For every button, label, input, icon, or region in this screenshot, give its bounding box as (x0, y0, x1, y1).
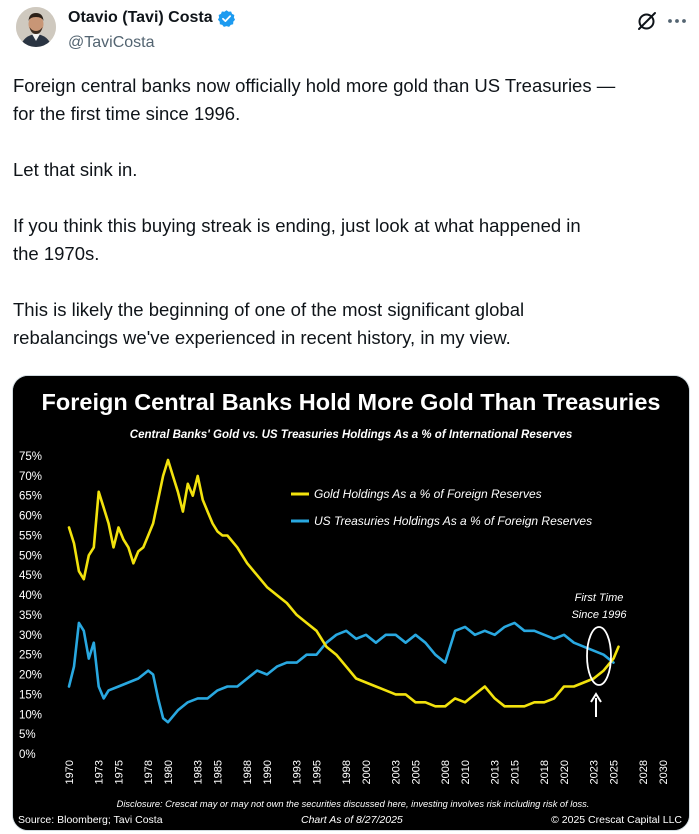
avatar-image (16, 7, 56, 47)
x-tick-label: 2030 (658, 760, 670, 784)
x-axis: 1970 1973 1975 1978 1980 1983 1985 1988 1990 1993… (64, 760, 670, 784)
x-tick-label: 1975 (114, 760, 126, 784)
x-tick-label: 1995 (312, 760, 324, 784)
x-tick-label: 1985 (213, 760, 225, 784)
x-tick-label: 2005 (411, 760, 423, 784)
x-tick-label: 1983 (193, 760, 205, 784)
chart-as-of: Chart As of 8/27/2025 (301, 814, 403, 826)
x-tick-label: 2003 (391, 760, 403, 784)
legend-label-treasuries: US Treasuries Holdings As a % of Foreign… (314, 514, 592, 528)
y-axis: 0% 5% 10% 15% 20% 25% 30% 35% 40% 45% 50% 55% 60% 65%… (19, 451, 42, 761)
chart-annotation: First Time Since 1996 (571, 592, 627, 717)
y-tick-label: 25% (19, 650, 42, 662)
author-name-link[interactable]: Otavio (Tavi) Costa (68, 8, 236, 28)
tweet-paragraph: If you think this buying streak is endin… (13, 215, 581, 264)
series-line-gold (67, 458, 620, 708)
series-line-treasuries (67, 621, 615, 724)
chart-subtitle: Central Banks' Gold vs. US Treasuries Ho… (130, 429, 572, 441)
y-tick-label: 55% (19, 530, 42, 542)
x-tick-label: 1973 (94, 760, 106, 784)
verified-badge-icon[interactable] (217, 9, 236, 28)
chart-copyright: © 2025 Crescat Capital LLC (551, 814, 682, 826)
y-tick-label: 75% (19, 451, 42, 463)
x-tick-label: 1990 (262, 760, 274, 784)
y-tick-label: 40% (19, 590, 42, 602)
y-tick-label: 50% (19, 550, 42, 562)
chart-background (13, 376, 689, 830)
y-tick-label: 15% (19, 689, 42, 701)
x-tick-label: 2025 (609, 760, 621, 784)
x-tick-label: 2028 (638, 760, 650, 784)
tweet-paragraph: Foreign central banks now officially hol… (13, 75, 616, 124)
series-layer (67, 458, 620, 724)
chart-legend: Gold Holdings As a % of Foreign Reserves… (291, 487, 592, 528)
annotation-line-1: First Time (575, 592, 624, 604)
legend-label-gold: Gold Holdings As a % of Foreign Reserves (314, 487, 542, 501)
author-handle[interactable]: @TaviCosta (68, 34, 155, 51)
tweet-paragraph: This is likely the beginning of one of t… (13, 299, 525, 348)
y-tick-label: 35% (19, 610, 42, 622)
y-tick-label: 5% (19, 729, 36, 741)
chart-svg: Foreign Central Banks Hold More Gold Tha… (13, 376, 689, 830)
x-tick-label: 2000 (361, 760, 373, 784)
x-tick-label: 1978 (143, 760, 155, 784)
x-tick-label: 1988 (242, 760, 254, 784)
more-icon[interactable] (665, 9, 689, 33)
chart-image[interactable]: Foreign Central Banks Hold More Gold Tha… (12, 375, 690, 831)
avatar[interactable] (16, 7, 56, 47)
x-tick-label: 2008 (440, 760, 452, 784)
x-tick-label: 1970 (64, 760, 76, 784)
y-tick-label: 60% (19, 511, 42, 523)
chart-source: Source: Bloomberg; Tavi Costa (18, 814, 163, 826)
x-tick-label: 2018 (539, 760, 551, 784)
y-tick-label: 20% (19, 670, 42, 682)
x-tick-label: 1980 (163, 760, 175, 784)
tweet-text: Foreign central banks now officially hol… (13, 72, 693, 352)
author-display-name: Otavio (Tavi) Costa (68, 9, 213, 26)
chart-disclosure: Disclosure: Crescat may or may not own t… (117, 799, 590, 809)
y-tick-label: 10% (19, 709, 42, 721)
grok-icon[interactable] (635, 9, 659, 33)
chart-title: Foreign Central Banks Hold More Gold Tha… (42, 389, 661, 415)
annotation-line-2: Since 1996 (571, 609, 627, 621)
x-tick-label: 2023 (589, 760, 601, 784)
annotation-ellipse (586, 626, 612, 686)
x-tick-label: 2020 (559, 760, 571, 784)
y-tick-label: 45% (19, 570, 42, 582)
y-tick-label: 70% (19, 471, 42, 483)
annotation-arrowhead (590, 692, 602, 703)
y-tick-label: 0% (19, 749, 36, 761)
y-tick-label: 65% (19, 491, 42, 503)
x-tick-label: 2015 (510, 760, 522, 784)
tweet-paragraph: Let that sink in. (13, 159, 138, 180)
x-tick-label: 2010 (460, 760, 472, 784)
x-tick-label: 1998 (341, 760, 353, 784)
x-tick-label: 1993 (292, 760, 304, 784)
x-tick-label: 2013 (490, 760, 502, 784)
y-tick-label: 30% (19, 630, 42, 642)
